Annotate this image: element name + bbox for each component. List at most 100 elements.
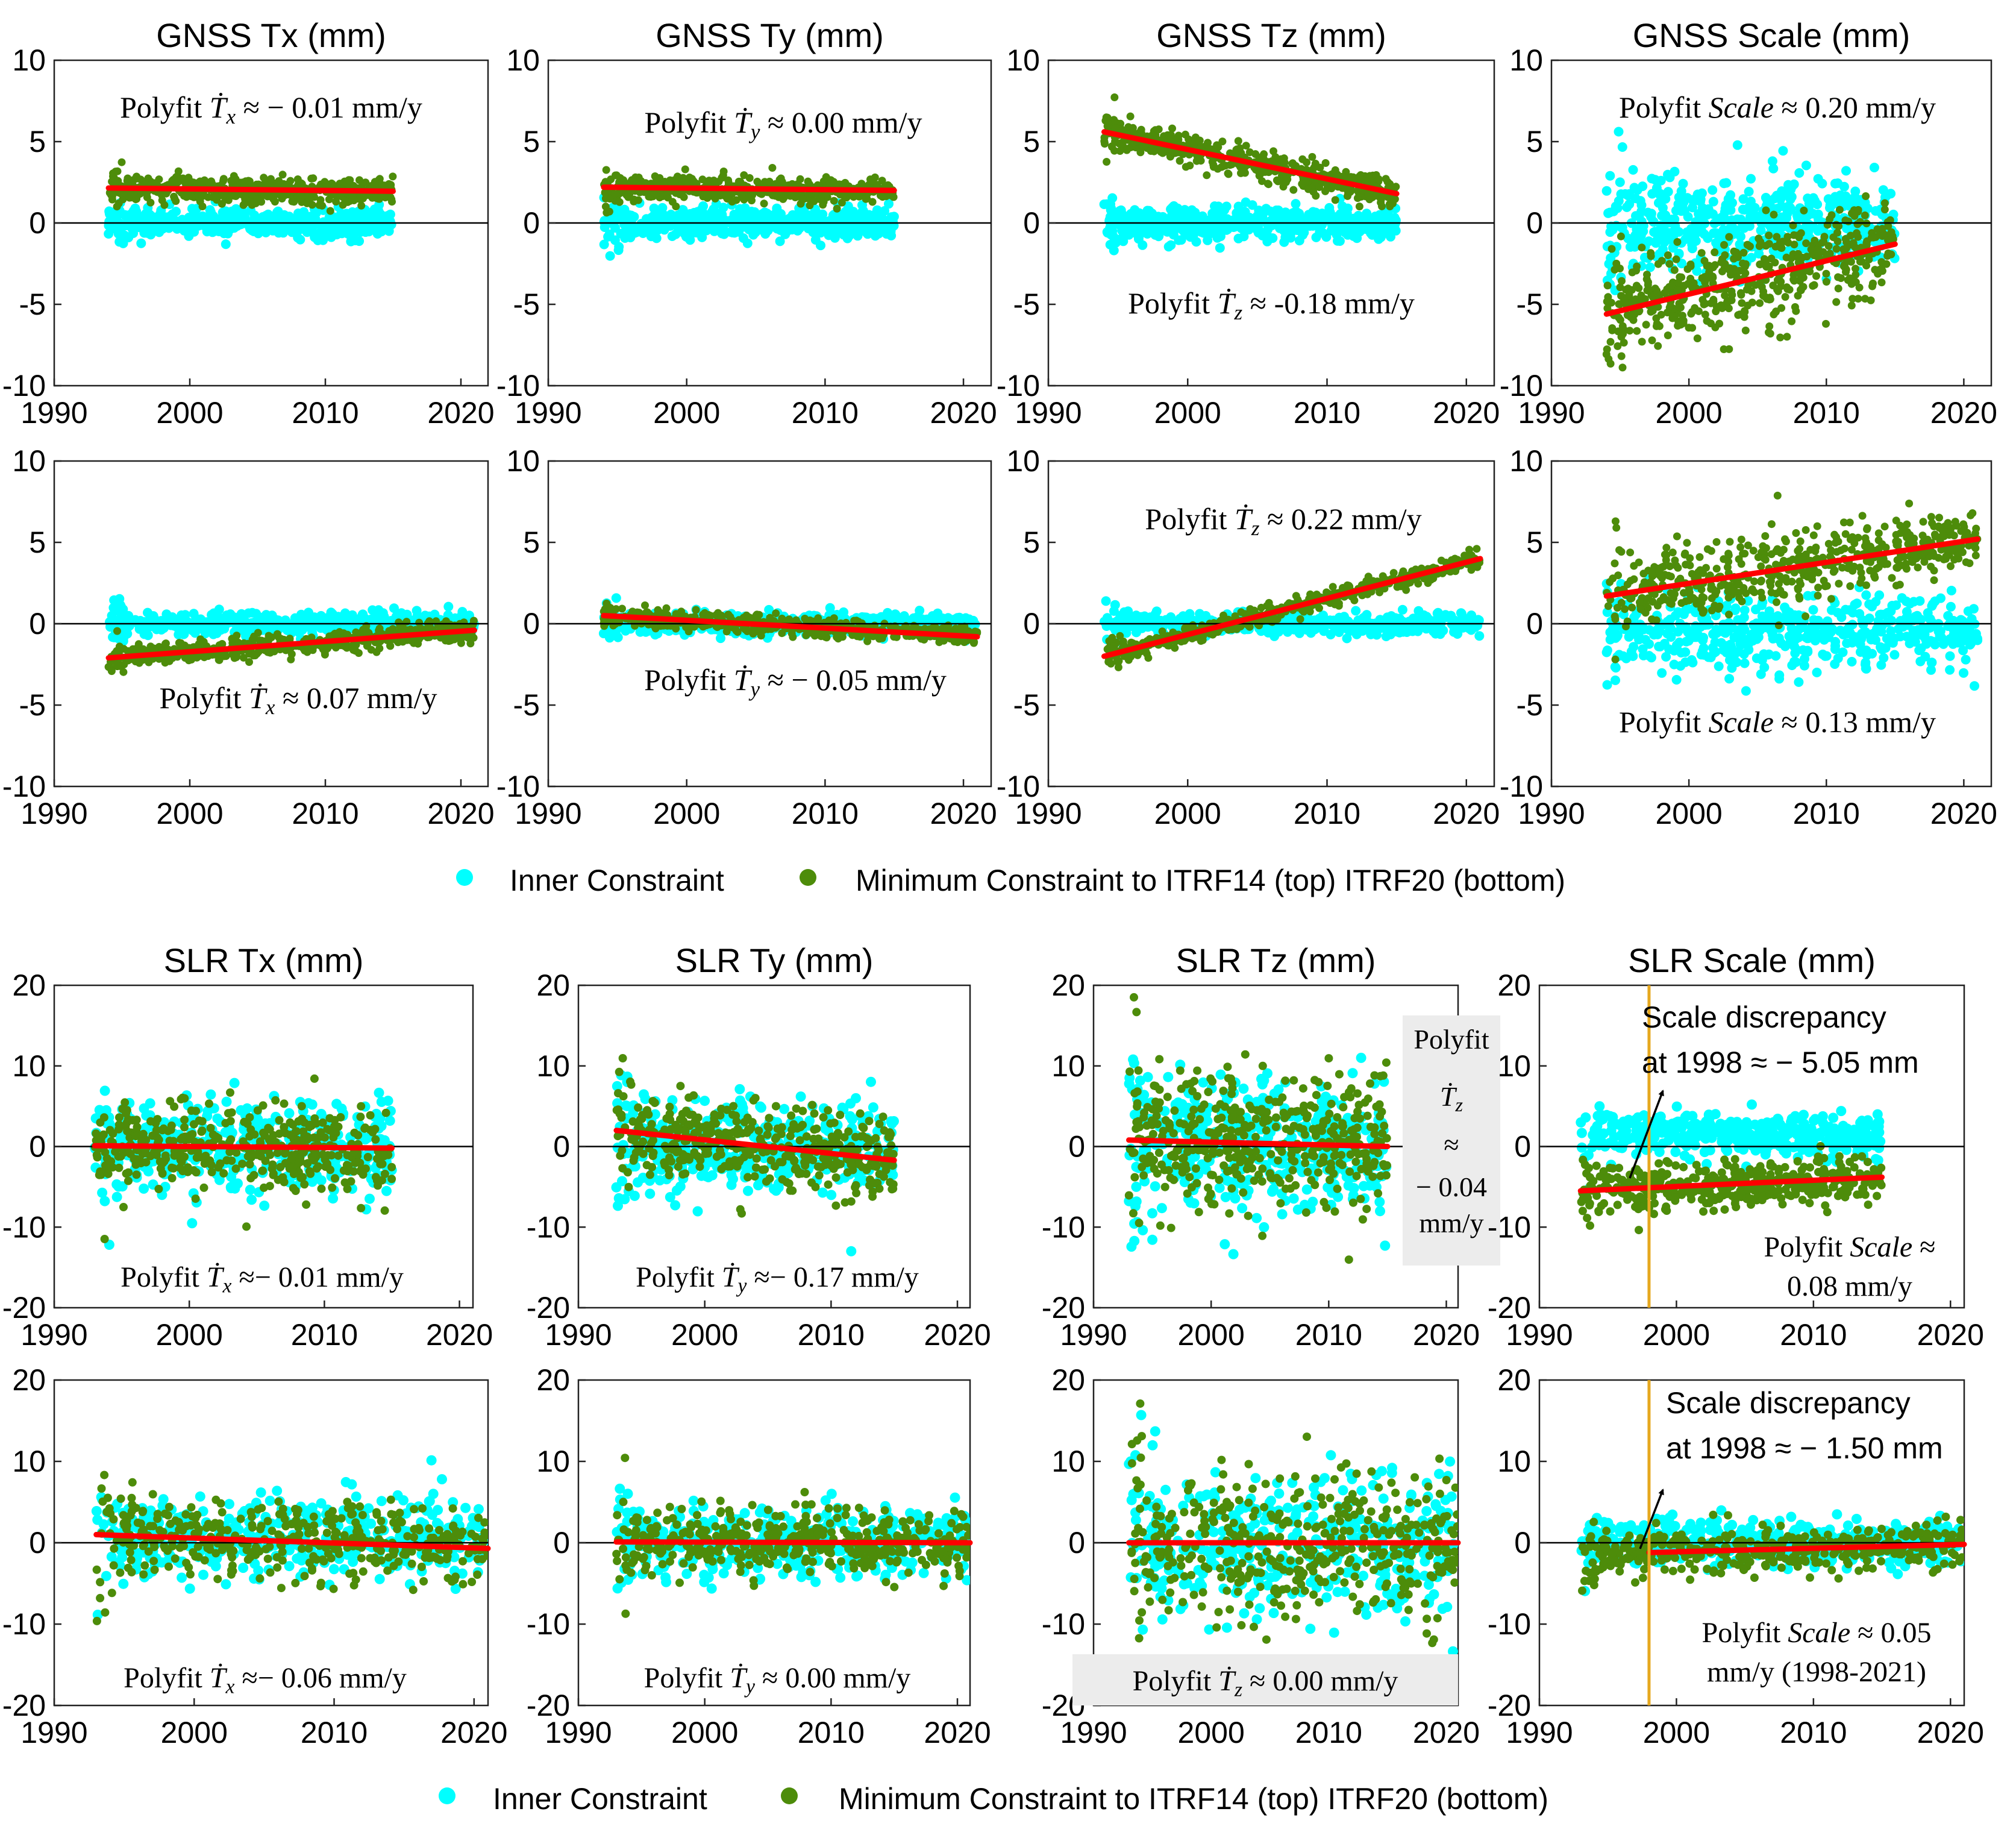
minimum-point bbox=[760, 199, 768, 208]
minimum-point bbox=[1882, 260, 1891, 268]
inner-point bbox=[1813, 174, 1823, 184]
inner-point bbox=[157, 224, 167, 234]
minimum-point bbox=[1855, 283, 1864, 292]
x-tick-label: 1990 bbox=[1518, 396, 1585, 430]
minimum-point bbox=[1824, 242, 1833, 250]
inner-point bbox=[1614, 127, 1624, 137]
minimum-point bbox=[1308, 152, 1316, 161]
inner-point bbox=[844, 231, 854, 241]
inner-point bbox=[884, 199, 894, 209]
inner-point bbox=[1616, 189, 1626, 199]
inner-point bbox=[293, 209, 303, 218]
inner-point bbox=[1213, 211, 1224, 221]
inner-point bbox=[1333, 236, 1342, 246]
minimum-point bbox=[1810, 281, 1818, 289]
minimum-point bbox=[1264, 180, 1273, 189]
inner-point bbox=[1341, 211, 1351, 221]
inner-point bbox=[296, 223, 306, 233]
minimum-point bbox=[116, 189, 125, 198]
inner-point bbox=[1329, 223, 1339, 233]
inner-point bbox=[1215, 243, 1225, 253]
minimum-point bbox=[1853, 220, 1862, 228]
inner-point bbox=[725, 227, 736, 237]
x-tick-label: 2000 bbox=[653, 396, 720, 430]
inner-point bbox=[1841, 166, 1851, 176]
y-tick-label: 5 bbox=[1023, 125, 1040, 158]
minimum-point bbox=[1884, 236, 1892, 245]
minimum-point bbox=[612, 171, 621, 180]
inner-point bbox=[1624, 199, 1635, 209]
minimum-point bbox=[132, 174, 140, 183]
minimum-point bbox=[1139, 143, 1148, 151]
minimum-point bbox=[1822, 278, 1830, 286]
minimum-point bbox=[1196, 155, 1204, 163]
minimum-point bbox=[1366, 193, 1374, 202]
y-tick-label: -10 bbox=[997, 369, 1040, 403]
minimum-point bbox=[1741, 262, 1749, 271]
inner-point bbox=[232, 213, 242, 223]
inner-point bbox=[750, 207, 760, 217]
minimum-point bbox=[1638, 243, 1646, 252]
minimum-point bbox=[1712, 307, 1720, 316]
inner-point bbox=[360, 221, 371, 231]
minimum-point bbox=[1625, 291, 1633, 300]
minimum-point bbox=[1856, 257, 1864, 266]
inner-point bbox=[1670, 166, 1680, 177]
minimum-point bbox=[1756, 260, 1764, 269]
polyfit-value: ≈ 0.20 mm/y bbox=[1774, 90, 1936, 124]
inner-point bbox=[1719, 178, 1729, 189]
inner-point bbox=[115, 615, 125, 625]
minimum-point bbox=[1802, 239, 1811, 248]
inner-point bbox=[1233, 213, 1243, 224]
minimum-point bbox=[253, 195, 261, 203]
inner-point bbox=[1601, 186, 1612, 196]
minimum-point bbox=[602, 166, 610, 174]
minimum-point bbox=[1323, 184, 1332, 192]
minimum-point bbox=[681, 165, 689, 174]
y-tick-label: -10 bbox=[1500, 369, 1543, 403]
minimum-point bbox=[1175, 157, 1184, 165]
inner-point bbox=[1138, 227, 1148, 237]
minimum-point bbox=[1213, 141, 1221, 149]
inner-point bbox=[1651, 183, 1662, 193]
minimum-point bbox=[1664, 331, 1672, 339]
inner-point bbox=[294, 628, 304, 638]
minimum-point bbox=[1854, 207, 1862, 216]
minimum-point bbox=[779, 195, 787, 203]
inner-point bbox=[1688, 195, 1698, 205]
minimum-point bbox=[1355, 172, 1363, 181]
minimum-point bbox=[1721, 260, 1729, 268]
minimum-point bbox=[309, 174, 318, 183]
inner-point bbox=[1783, 201, 1793, 212]
inner-point bbox=[273, 615, 283, 626]
minimum-point bbox=[1796, 254, 1805, 263]
inner-point bbox=[368, 605, 378, 615]
x-tick-label: 1990 bbox=[20, 396, 87, 430]
inner-point bbox=[1645, 262, 1655, 272]
inner-point bbox=[1241, 197, 1251, 207]
minimum-point bbox=[113, 202, 121, 211]
inner-point bbox=[1352, 233, 1362, 243]
minimum-point bbox=[1818, 239, 1826, 247]
minimum-point bbox=[1776, 333, 1785, 342]
minimum-point bbox=[1792, 307, 1800, 315]
inner-point bbox=[1154, 230, 1164, 240]
minimum-point bbox=[745, 174, 754, 182]
inner-point bbox=[189, 227, 199, 237]
minimum-point bbox=[629, 177, 637, 185]
inner-point bbox=[1631, 238, 1641, 248]
minimum-point bbox=[1823, 221, 1832, 229]
minimum-point bbox=[1827, 211, 1836, 219]
inner-point bbox=[114, 237, 125, 247]
minimum-point bbox=[1736, 289, 1745, 297]
minimum-point bbox=[630, 195, 638, 204]
inner-point bbox=[1615, 177, 1625, 187]
inner-point bbox=[1388, 213, 1398, 223]
minimum-point bbox=[1783, 233, 1792, 241]
minimum-point bbox=[1603, 304, 1612, 312]
inner-point bbox=[699, 210, 709, 220]
minimum-point bbox=[1822, 269, 1830, 278]
minimum-point bbox=[466, 639, 475, 648]
minimum-point bbox=[1642, 321, 1650, 329]
